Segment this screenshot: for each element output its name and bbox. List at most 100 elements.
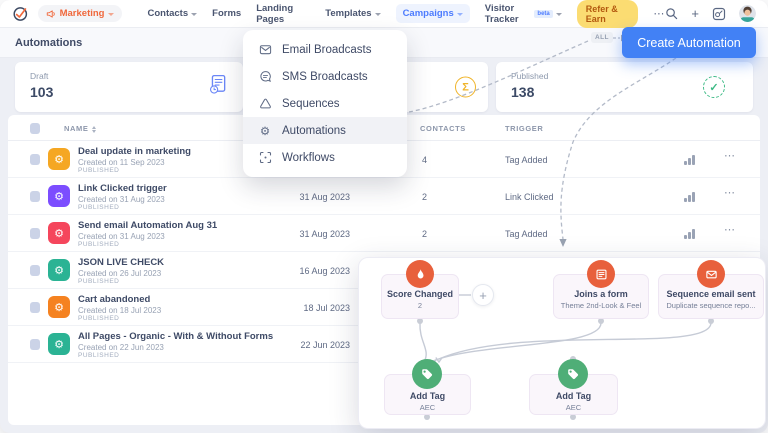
refer-earn-button[interactable]: Refer & Earn: [576, 0, 639, 28]
status-badge: PUBLISHED: [78, 278, 120, 285]
page-title: Automations: [15, 36, 83, 49]
table-row[interactable]: ⚙ Deal update in marketing Created on 11…: [8, 141, 760, 178]
megaphone-icon: [46, 9, 55, 18]
chevron-down-icon: [108, 12, 115, 16]
automation-name[interactable]: Send email Automation Aug 31: [78, 220, 218, 231]
form-icon: [587, 260, 615, 288]
column-header-name[interactable]: NAME: [64, 124, 97, 133]
stat-value: 138: [511, 84, 535, 100]
nav-item-forms[interactable]: Forms: [212, 8, 242, 19]
created-on: Created on 31 Aug 2023: [78, 232, 165, 241]
chevron-down-icon: [456, 12, 463, 16]
reports-icon[interactable]: [684, 154, 696, 165]
automations-gear-icon: ⚙: [259, 125, 271, 138]
trigger-type: Tag Added: [505, 229, 548, 239]
chevron-down-icon: [191, 12, 198, 16]
quick-add-icon[interactable]: +: [691, 6, 699, 21]
published-seal-icon: ✓: [703, 76, 725, 98]
row-checkbox[interactable]: [30, 154, 40, 165]
workflows-icon: [258, 151, 272, 164]
brand-logo-icon: [13, 6, 28, 21]
table-row[interactable]: ⚙ Send email Automation Aug 31 Created o…: [8, 215, 760, 252]
create-automation-button[interactable]: Create Automation: [622, 27, 756, 58]
nav-item-landing-pages[interactable]: Landing Pages: [256, 2, 294, 25]
stat-label: Published: [511, 71, 549, 81]
automation-name[interactable]: All Pages - Organic - With & Without For…: [78, 331, 274, 342]
score-flame-icon: [406, 260, 434, 288]
top-nav: Marketing Contacts Forms Landing Pages T…: [0, 0, 768, 28]
chevron-down-icon: [374, 12, 381, 16]
automation-name[interactable]: Deal update in marketing: [78, 146, 191, 157]
product-switcher[interactable]: Marketing: [37, 5, 123, 22]
product-label: Marketing: [59, 8, 105, 19]
nav-item-templates[interactable]: Templates: [325, 8, 381, 19]
trigger-type: Link Clicked: [505, 192, 554, 202]
menu-item-sequences[interactable]: Sequences: [243, 90, 407, 117]
nav-links: Contacts Forms Landing Pages Templates C…: [147, 0, 665, 28]
row-more-menu[interactable]: ⋯: [724, 224, 736, 236]
table-row[interactable]: ⚙ Link Clicked trigger Created on 31 Aug…: [8, 178, 760, 215]
row-checkbox[interactable]: [30, 191, 40, 202]
sigma-icon: Σ: [455, 76, 476, 98]
automation-name[interactable]: Link Clicked trigger: [78, 183, 167, 194]
sort-icon[interactable]: [92, 125, 97, 133]
select-all-checkbox[interactable]: [30, 123, 40, 134]
created-on: Created on 22 Jun 2023: [78, 343, 164, 352]
menu-item-automations[interactable]: ⚙ Automations: [243, 117, 407, 144]
row-checkbox[interactable]: [30, 302, 40, 313]
stat-value: 103: [30, 84, 54, 100]
row-more-menu[interactable]: ⋯: [724, 150, 736, 162]
status-badge: PUBLISHED: [78, 167, 120, 174]
contacts-count: 4: [422, 155, 428, 165]
nav-item-campaigns[interactable]: Campaigns: [395, 4, 470, 23]
stat-card-published: Published 138 ✓: [496, 62, 753, 112]
automation-name[interactable]: Cart abandoned: [78, 294, 151, 305]
reports-icon[interactable]: [684, 191, 696, 202]
beta-badge: beta: [534, 9, 553, 18]
campaigns-dropdown: Email Broadcasts SMS Broadcasts Sequence…: [243, 30, 407, 177]
automation-name[interactable]: JSON LIVE CHECK: [78, 257, 165, 268]
contacts-count: 2: [422, 229, 428, 239]
automation-flow-preview: Score Changed 2 + Joins a form Theme 2nd…: [358, 257, 766, 429]
automation-gear-icon: ⚙: [48, 259, 70, 281]
reports-icon[interactable]: [684, 228, 696, 239]
stat-label: Draft: [30, 71, 49, 81]
trigger-type: Tag Added: [505, 155, 548, 165]
all-tag: ALL: [591, 32, 613, 43]
column-header-contacts: CONTACTS: [420, 124, 466, 133]
row-checkbox[interactable]: [30, 228, 40, 239]
status-badge: PUBLISHED: [78, 241, 120, 248]
modified-date: 31 Aug 2023: [299, 229, 350, 239]
sms-icon: [258, 70, 272, 83]
email-icon: [258, 43, 272, 56]
add-step-button[interactable]: +: [472, 284, 494, 306]
created-on: Created on 26 Jul 2023: [78, 269, 162, 278]
menu-item-sms-broadcasts[interactable]: SMS Broadcasts: [243, 63, 407, 90]
recent-activity-icon[interactable]: [712, 7, 726, 21]
status-badge: PUBLISHED: [78, 204, 120, 211]
status-badge: PUBLISHED: [78, 352, 120, 359]
menu-item-workflows[interactable]: Workflows: [243, 144, 407, 171]
modified-date: 31 Aug 2023: [299, 192, 350, 202]
sequences-icon: [258, 97, 272, 110]
automation-gear-icon: ⚙: [48, 148, 70, 170]
nav-item-visitor-tracker[interactable]: Visitor Tracker beta: [485, 3, 562, 25]
contacts-count: 2: [422, 192, 428, 202]
modified-date: 22 Jun 2023: [300, 340, 350, 350]
row-checkbox[interactable]: [30, 265, 40, 276]
automation-gear-icon: ⚙: [48, 296, 70, 318]
modified-date: 16 Aug 2023: [299, 266, 350, 276]
nav-more-button[interactable]: ⋯: [653, 8, 666, 20]
row-checkbox[interactable]: [30, 339, 40, 350]
menu-item-email-broadcasts[interactable]: Email Broadcasts: [243, 36, 407, 63]
search-icon[interactable]: [665, 7, 678, 20]
sequence-email-icon: [697, 260, 725, 288]
user-avatar[interactable]: [739, 5, 756, 22]
add-tag-icon: [558, 359, 588, 389]
created-on: Created on 11 Sep 2023: [78, 158, 165, 167]
row-more-menu[interactable]: ⋯: [724, 187, 736, 199]
chevron-down-icon: [555, 12, 562, 16]
automation-gear-icon: ⚙: [48, 333, 70, 355]
nav-item-contacts[interactable]: Contacts: [147, 8, 198, 19]
